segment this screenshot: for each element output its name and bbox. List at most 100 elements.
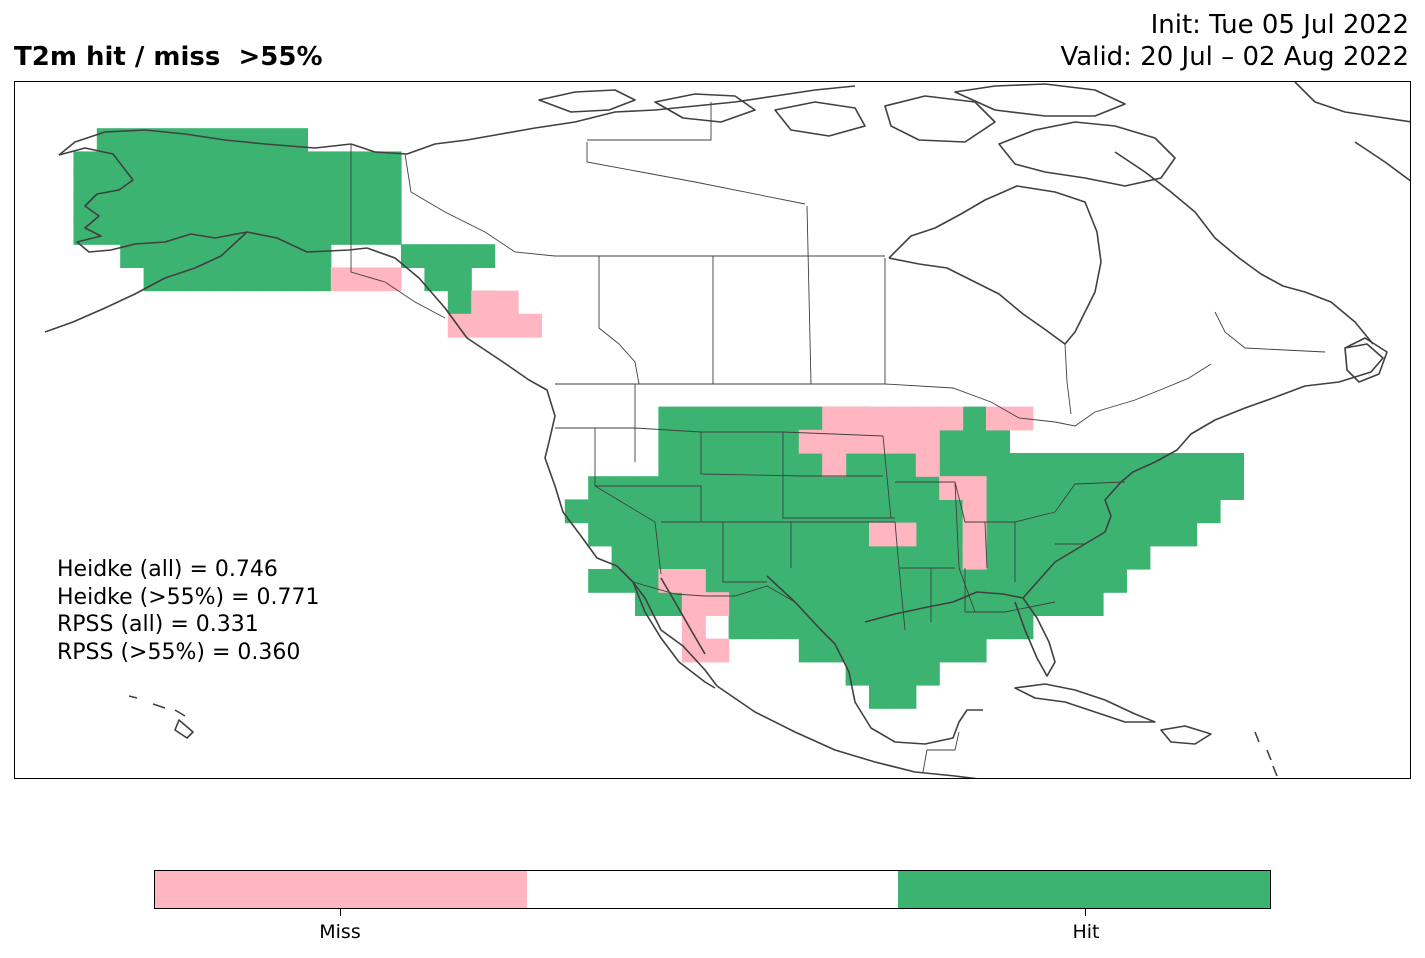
miss-cell	[962, 522, 987, 547]
hit-cell	[798, 406, 823, 431]
alaska-coast	[58, 147, 368, 253]
hit-cell	[237, 197, 262, 222]
hit-cell	[915, 522, 940, 547]
hit-cell	[986, 499, 1010, 524]
gulf-california	[660, 577, 706, 655]
hit-cell	[1173, 499, 1198, 524]
sask-manitoba-border	[806, 205, 812, 385]
hit-cell	[845, 453, 870, 477]
hit-cell	[588, 499, 613, 524]
miss-cell	[915, 406, 940, 431]
hit-cell	[237, 151, 262, 176]
hit-cell	[845, 592, 870, 616]
hit-cell	[822, 499, 847, 524]
hit-cell	[1009, 522, 1034, 547]
hit-cell	[962, 569, 987, 593]
miss-cell	[939, 406, 964, 431]
hit-cell	[1056, 453, 1081, 477]
hit-cell	[447, 290, 472, 315]
skill-scores: Heidke (all) = 0.746 Heidke (>55%) = 0.7…	[57, 556, 320, 666]
hit-cell	[775, 476, 800, 500]
hit-cell	[190, 221, 215, 245]
hit-cell	[1079, 569, 1104, 593]
greenland-coast-2	[1354, 141, 1410, 182]
alaska-border	[350, 144, 446, 319]
hit-cell	[96, 197, 121, 222]
hit-cell	[96, 151, 121, 176]
hit-cell	[424, 267, 449, 292]
heidke-55: Heidke (>55%) = 0.771	[57, 584, 320, 610]
hit-cell	[1079, 499, 1104, 524]
hit-cell	[681, 499, 706, 524]
hit-cell	[120, 151, 145, 176]
hit-cell	[143, 151, 168, 176]
miss-cell	[377, 267, 402, 292]
colorbar-tick-miss	[340, 909, 341, 916]
hit-cell	[237, 128, 262, 152]
hit-cell	[564, 499, 589, 524]
hit-cell	[635, 476, 659, 500]
map-title: T2m hit / miss >55%	[14, 42, 323, 72]
hit-cell	[822, 476, 847, 500]
hit-cell	[892, 661, 917, 686]
hit-cell	[330, 221, 355, 245]
hit-cell	[798, 545, 823, 570]
hit-cell	[611, 499, 636, 524]
miss-cell	[869, 429, 893, 454]
hit-cell	[752, 499, 776, 524]
hit-cell	[775, 592, 800, 616]
hit-cell	[798, 592, 823, 616]
hit-cell	[260, 151, 285, 176]
miss-cell	[892, 522, 917, 547]
hit-cell	[845, 499, 870, 524]
hit-cell	[869, 453, 893, 477]
hit-cell	[284, 267, 308, 292]
miss-cell	[939, 476, 964, 500]
hit-cell	[307, 267, 332, 292]
hit-cell	[307, 244, 332, 268]
yukon-nwt-border	[404, 153, 599, 257]
hit-cell	[915, 615, 940, 640]
hit-cell	[915, 638, 940, 663]
hit-cell	[1056, 522, 1081, 547]
miss-cell	[330, 267, 355, 292]
arctic-island-5	[954, 83, 1126, 117]
hit-cell	[237, 244, 262, 268]
hit-cell	[1079, 592, 1104, 616]
hit-cell	[822, 592, 847, 616]
hit-cell	[424, 244, 449, 268]
newfoundland	[1344, 337, 1388, 383]
hit-cell	[658, 406, 683, 431]
hit-cell	[915, 476, 940, 500]
miss-cell	[471, 313, 496, 338]
miss-cell	[681, 569, 706, 593]
colorbar-tick-hit	[1085, 909, 1086, 916]
hit-cell	[284, 244, 308, 268]
hit-cell	[1056, 499, 1081, 524]
hit-cell	[728, 569, 753, 593]
hit-cell	[1196, 499, 1221, 524]
hit-cell	[1056, 545, 1081, 570]
hit-cell	[307, 151, 332, 176]
hit-cell	[845, 638, 870, 663]
arctic-island-1	[538, 89, 636, 113]
hit-cell	[213, 244, 238, 268]
colorbar-label-hit: Hit	[1072, 921, 1100, 943]
hit-cell	[377, 151, 402, 176]
hit-cell	[845, 522, 870, 547]
hit-cell	[728, 615, 753, 640]
baja-coast	[632, 581, 716, 689]
hit-cell	[892, 476, 917, 500]
hit-cell	[869, 476, 893, 500]
hit-cell	[962, 406, 987, 431]
hit-cell	[915, 499, 940, 524]
colorbar-miss	[155, 871, 527, 908]
hit-cell	[284, 151, 308, 176]
hit-cell	[892, 545, 917, 570]
hit-cell	[120, 244, 145, 268]
hit-cell	[915, 545, 940, 570]
nwt-nunavut-border	[586, 142, 806, 205]
hit-cell	[822, 615, 847, 640]
hit-cell	[705, 499, 730, 524]
hit-cell	[260, 174, 285, 199]
